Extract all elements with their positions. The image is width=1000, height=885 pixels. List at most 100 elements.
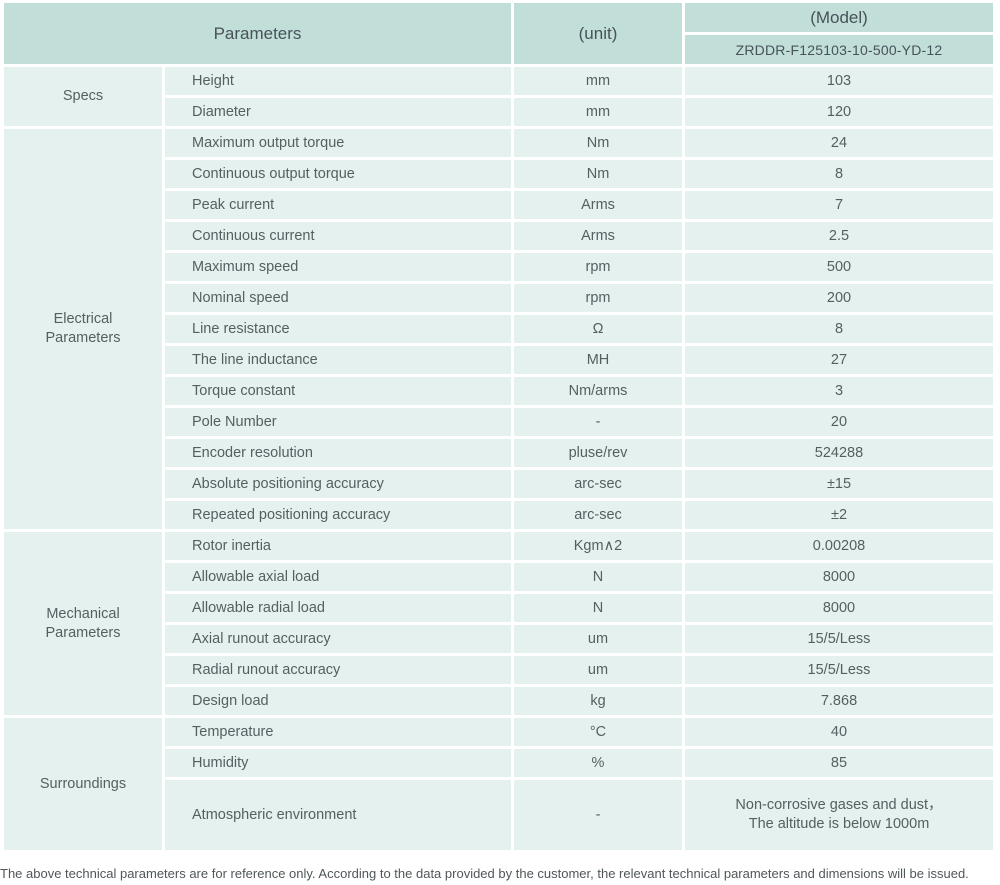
value-cell: 2.5 xyxy=(685,222,993,250)
header-row-1: Parameters (unit) (Model) xyxy=(4,3,993,64)
unit-cell: arc-sec xyxy=(514,501,682,529)
unit-cell: - xyxy=(514,780,682,850)
param-cell: Nominal speed xyxy=(165,284,511,312)
table-row: Diameter mm 120 xyxy=(4,98,993,126)
param-cell: Humidity xyxy=(165,749,511,777)
table-row: Mechanical Parameters Rotor inertia Kgm∧2 0… xyxy=(4,532,993,715)
unit-cell: % xyxy=(514,749,682,777)
unit-header: (unit) xyxy=(514,3,682,64)
value-cell: 7.868 xyxy=(685,687,993,715)
table-row: Radial runout accuracy um 15/5/Less xyxy=(4,656,993,684)
unit-cell: rpm xyxy=(514,284,682,312)
value-cell: 7 xyxy=(685,191,993,219)
unit-cell: Nm xyxy=(514,129,682,157)
param-cell: Peak current xyxy=(165,191,511,219)
table-row: Pole Number -20 xyxy=(4,408,993,436)
value-cell: 103 xyxy=(685,67,993,95)
unit-cell: mm xyxy=(514,67,682,95)
value-cell: 200 xyxy=(685,284,993,312)
unit-cell: um xyxy=(514,625,682,653)
param-cell: Absolute positioning accuracy xyxy=(165,470,511,498)
unit-cell: N xyxy=(514,594,682,622)
table-row: Axial runout accuracy um 15/5/Less xyxy=(4,625,993,653)
unit-cell: MH xyxy=(514,346,682,374)
table-row: Electrical Parameters Maximum output torq… xyxy=(4,129,993,529)
param-cell: Continuous current xyxy=(165,222,511,250)
param-cell: Temperature xyxy=(165,718,511,746)
param-cell: Maximum speed xyxy=(165,253,511,281)
unit-cell: Kgm∧2 xyxy=(514,532,682,560)
value-cell: ±2 xyxy=(685,501,993,529)
unit-cell: Ω xyxy=(514,315,682,343)
table-row: Continuous output torque Nm 8 xyxy=(4,160,993,188)
value-cell: 27 xyxy=(685,346,993,374)
param-cell: Axial runout accuracy xyxy=(165,625,511,653)
value-cell: 120 xyxy=(685,98,993,126)
value-cell: 524288 xyxy=(685,439,993,467)
unit-cell: mm xyxy=(514,98,682,126)
unit-cell: rpm xyxy=(514,253,682,281)
group-label: Surroundings xyxy=(4,718,162,850)
value-cell: 8000 xyxy=(685,594,993,622)
table-header: Parameters (unit) (Model) ZRDDR-F125103-… xyxy=(4,3,993,64)
param-cell: Line resistance xyxy=(165,315,511,343)
unit-cell: Nm xyxy=(514,160,682,188)
table-row: Encoder resolution pluse/rev 524288 xyxy=(4,439,993,467)
unit-cell: °C xyxy=(514,718,682,746)
unit-cell: kg xyxy=(514,687,682,715)
value-cell: 20 xyxy=(685,408,993,436)
param-cell: Allowable axial load xyxy=(165,563,511,591)
param-cell: Torque constant xyxy=(165,377,511,405)
param-cell: Design load xyxy=(165,687,511,715)
param-cell: Allowable radial load xyxy=(165,594,511,622)
value-cell: 15/5/Less xyxy=(685,656,993,684)
table-row: Atmospheric environment - Non-corrosive ga… xyxy=(4,780,993,850)
table-row: Specs Height mm 103 xyxy=(4,67,993,126)
table-row: Humidity% 85 xyxy=(4,749,993,777)
table-row: Surroundings Temperature °C 40 xyxy=(4,718,993,850)
unit-cell: Arms xyxy=(514,191,682,219)
value-cell: 3 xyxy=(685,377,993,405)
value-cell: 24 xyxy=(685,129,993,157)
table-row: Absolute positioning accuracy arc-sec ±15 xyxy=(4,470,993,498)
value-cell: 85 xyxy=(685,749,993,777)
param-cell: Atmospheric environment xyxy=(165,780,511,850)
param-cell: Maximum output torque xyxy=(165,129,511,157)
param-cell: Pole Number xyxy=(165,408,511,436)
value-cell: 500 xyxy=(685,253,993,281)
param-cell: Continuous output torque xyxy=(165,160,511,188)
group-label: Electrical Parameters xyxy=(4,129,162,529)
table-row: Continuous current Arms 2.5 xyxy=(4,222,993,250)
param-cell: The line inductance xyxy=(165,346,511,374)
value-cell: 8 xyxy=(685,315,993,343)
header-row-2: ZRDDR-F125103-10-500-YD-12 xyxy=(4,35,993,64)
unit-cell: arc-sec xyxy=(514,470,682,498)
footnote: The above technical parameters are for r… xyxy=(0,866,969,881)
param-cell: Height xyxy=(165,67,511,95)
table-row: Peak current Arms 7 xyxy=(4,191,993,219)
table-row: Design load kg 7.868 xyxy=(4,687,993,715)
table-row: Torque constant Nm/arms 3 xyxy=(4,377,993,405)
parameters-header: Parameters xyxy=(4,3,511,64)
unit-cell: - xyxy=(514,408,682,436)
table-row: Repeated positioning accuracy arc-sec ±2 xyxy=(4,501,993,529)
spec-table: Parameters (unit) (Model) ZRDDR-F125103-… xyxy=(1,0,996,853)
unit-cell: pluse/rev xyxy=(514,439,682,467)
value-cell: 15/5/Less xyxy=(685,625,993,653)
value-cell: Non-corrosive gases and dust， The altitu… xyxy=(685,780,993,850)
param-cell: Repeated positioning accuracy xyxy=(165,501,511,529)
table-row: Maximum speed rpm 500 xyxy=(4,253,993,281)
param-cell: Encoder resolution xyxy=(165,439,511,467)
param-cell: Diameter xyxy=(165,98,511,126)
value-cell: ±15 xyxy=(685,470,993,498)
unit-cell: Arms xyxy=(514,222,682,250)
model-number: ZRDDR-F125103-10-500-YD-12 xyxy=(685,35,993,64)
unit-cell: um xyxy=(514,656,682,684)
table-body: Specs Height mm 103 Diameter mm 120 Electrical … xyxy=(4,67,993,850)
unit-cell: Nm/arms xyxy=(514,377,682,405)
model-header: (Model) xyxy=(685,3,993,32)
value-cell: 40 xyxy=(685,718,993,746)
value-cell: 8000 xyxy=(685,563,993,591)
group-label: Mechanical Parameters xyxy=(4,532,162,715)
table-row: Line resistance Ω 8 xyxy=(4,315,993,343)
